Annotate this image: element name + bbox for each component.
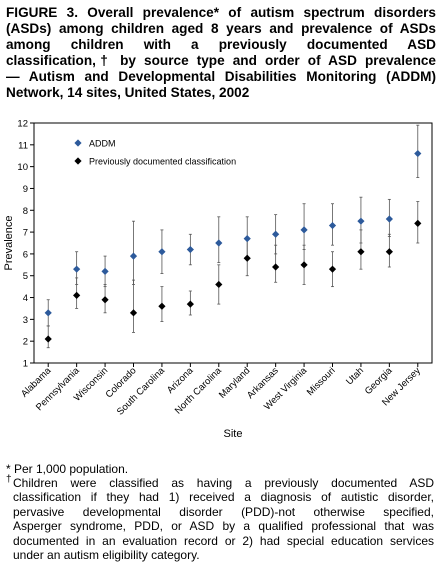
footnote-line: Asperger syndrome, PDD, or ASD by a qual…: [13, 519, 434, 534]
data-point: [385, 248, 393, 256]
data-point: [186, 245, 194, 254]
x-tick-label: Utah: [344, 365, 366, 387]
y-tick-label: 9: [23, 184, 28, 195]
data-point: [158, 248, 166, 256]
data-point: [300, 226, 308, 234]
data-point: [186, 300, 194, 308]
data-point: [243, 235, 251, 243]
data-point: [272, 263, 280, 271]
data-point: [328, 221, 337, 230]
title-line: classification,† by source type and orde…: [6, 53, 436, 68]
data-point: [73, 265, 81, 273]
legend-marker: [74, 157, 82, 165]
y-tick-label: 1: [23, 359, 28, 370]
data-point: [328, 265, 337, 273]
footnote-dagger: †: [6, 474, 12, 485]
y-tick-label: 8: [23, 206, 28, 217]
y-tick-label: 10: [17, 162, 28, 173]
y-tick-label: 12: [17, 119, 28, 130]
y-tick-label: 7: [23, 228, 28, 239]
data-point: [101, 267, 109, 275]
data-point: [357, 217, 365, 225]
data-point: [129, 252, 138, 260]
data-point: [414, 149, 422, 158]
y-tick-label: 4: [23, 293, 28, 304]
data-point: [243, 254, 251, 262]
prevalence-chart: 123456789101112AlabamaPennsylvaniaWiscon…: [3, 119, 433, 440]
title-line: FIGURE 3. Overall prevalence* of autism …: [6, 5, 436, 20]
legend-label: Previously documented classification: [89, 157, 236, 167]
legend-marker: [74, 139, 82, 147]
data-point: [158, 302, 166, 310]
y-tick-label: 3: [23, 315, 28, 326]
plot-frame: [33, 122, 433, 364]
x-axis-label: Site: [224, 428, 243, 440]
footnote-per-population: * Per 1,000 population.: [6, 462, 129, 476]
footnote-classification: † Children were classified as having a p…: [6, 474, 434, 563]
title-line: Network, 14 sites, United States, 2002: [6, 85, 250, 100]
data-point: [357, 248, 365, 256]
title-line: (ASDs) among children aged 8 years and p…: [6, 21, 436, 36]
footnote-line: pervasive developmental disorder (PDD)-n…: [13, 504, 434, 519]
title-line: — Autism and Developmental Disabilities …: [6, 69, 436, 84]
footnote-line: Children were classified as having a pre…: [13, 476, 434, 490]
y-tick-label: 11: [18, 140, 28, 151]
y-tick-label: 2: [23, 337, 28, 348]
figure-title: FIGURE 3. Overall prevalence* of autism …: [6, 5, 436, 101]
title-line: among children with a previously documen…: [6, 37, 436, 52]
data-point: [101, 296, 109, 304]
legend-label: ADDM: [89, 139, 116, 149]
data-point: [300, 261, 308, 269]
data-point: [385, 215, 393, 223]
footnote-line: documented in an evaluation record or 2)…: [13, 533, 434, 548]
data-point: [215, 239, 223, 247]
data-point: [272, 230, 280, 238]
y-tick-label: 5: [23, 271, 28, 282]
data-point: [414, 219, 422, 227]
data-point: [129, 309, 138, 317]
data-points: [44, 149, 422, 343]
data-point: [215, 280, 223, 289]
chart-legend: ADDM Previously documented classification: [74, 139, 236, 167]
y-tick-label: 6: [23, 249, 28, 260]
y-axis-label: Prevalence: [3, 215, 15, 270]
footnote-line: under an autism eligibility category.: [13, 548, 200, 563]
data-point: [73, 291, 81, 299]
data-point: [44, 335, 52, 343]
footnote-line: classification if they had 1) received a…: [13, 490, 434, 505]
x-tick-label: Missouri: [305, 365, 338, 398]
data-point: [44, 309, 52, 317]
